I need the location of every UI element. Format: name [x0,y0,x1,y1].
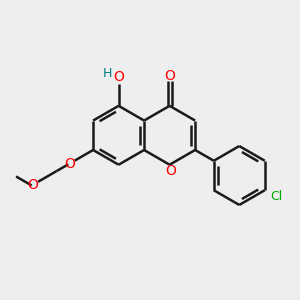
Text: O: O [64,157,75,170]
Text: O: O [166,164,176,178]
Text: O: O [28,178,38,192]
Text: Cl: Cl [270,190,282,203]
Text: H: H [103,67,112,80]
Text: O: O [164,68,175,83]
Text: O: O [113,70,124,84]
